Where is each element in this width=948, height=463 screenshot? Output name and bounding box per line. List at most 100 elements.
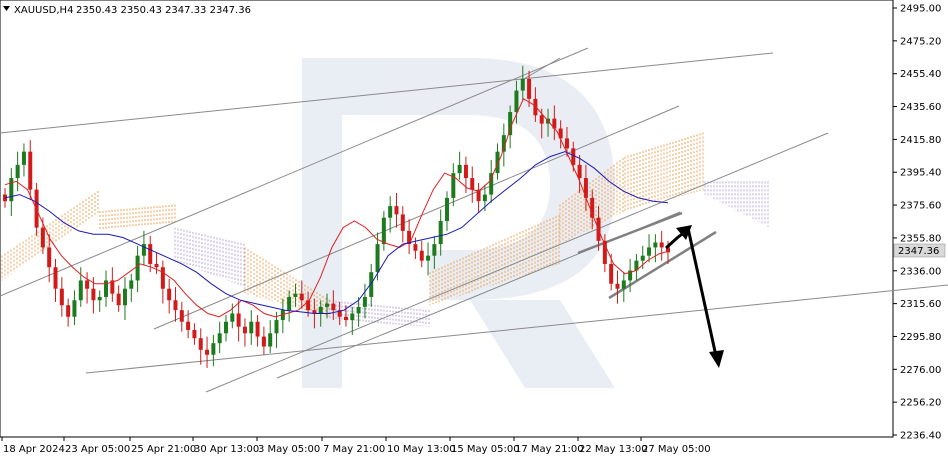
candle-body: [583, 178, 588, 198]
y-tick-label: 2355.80: [900, 233, 941, 244]
candle-body: [609, 263, 614, 284]
candle-body: [325, 303, 330, 307]
candle-body: [205, 349, 210, 355]
y-tick-label: 2475.20: [900, 36, 941, 47]
ichimoku-cloud: [1, 132, 769, 327]
candle-body: [539, 115, 544, 124]
ohlc-label: 2350.43 2350.43 2347.33 2347.36: [76, 5, 251, 16]
candle-body: [451, 173, 456, 198]
x-tick-label: 3 May 05:00: [258, 444, 320, 455]
candle-body: [476, 189, 481, 202]
trend-line: [521, 57, 561, 81]
candle-body: [236, 313, 241, 327]
candle-body: [242, 326, 247, 334]
x-tick-label: 18 Apr 2024: [3, 444, 65, 455]
y-tick-label: 2415.80: [900, 135, 941, 146]
candle-body: [659, 242, 664, 248]
candle-body: [407, 230, 412, 245]
dropdown-triangle-icon[interactable]: [3, 6, 10, 11]
candle-body: [198, 338, 203, 350]
candle-body: [343, 316, 348, 321]
candle-body: [375, 244, 380, 273]
candle-body: [533, 98, 538, 116]
candle-body: [116, 293, 121, 306]
candle-body: [21, 151, 26, 165]
candle-body: [413, 244, 418, 251]
candle-body: [59, 288, 64, 306]
symbol-label: XAUUSD,H4: [14, 5, 73, 16]
watermark-logo: [302, 58, 615, 388]
current-price-label: 2347.36: [898, 246, 939, 257]
candle-body: [564, 138, 569, 149]
candle-body: [122, 288, 127, 306]
x-tick-label: 17 May 21:00: [515, 444, 584, 455]
candle-body: [394, 206, 399, 215]
candle-body: [173, 300, 178, 311]
candle-body: [432, 244, 437, 256]
trend-line: [153, 105, 680, 330]
candle-body: [72, 300, 77, 317]
forecast-arrows: [664, 225, 724, 368]
candle-body: [419, 250, 424, 261]
channel-upper-line: [577, 211, 683, 255]
candle-body: [647, 247, 652, 256]
x-tick-label: 10 May 13:00: [387, 444, 456, 455]
candle-body: [615, 283, 620, 289]
candle-body: [501, 135, 506, 152]
y-tick-label: 2336.00: [900, 266, 941, 277]
forecast-down-arrow: [686, 227, 718, 357]
candle-body: [97, 296, 102, 301]
candle-body: [299, 293, 304, 301]
candle-body: [293, 293, 298, 297]
candle-body: [104, 280, 109, 297]
x-tick-label: 30 Apr 13:00: [194, 444, 259, 455]
candles: [3, 65, 670, 368]
candle-body: [15, 164, 20, 179]
candle-body: [489, 173, 494, 195]
forecast-down-arrowhead: [709, 350, 724, 368]
candle-body: [514, 90, 519, 113]
candle-body: [306, 300, 311, 311]
channel-lower-line: [608, 230, 717, 300]
y-axis: 2495.00 2475.20 2455.40 2435.60 2415.80 2395.…: [893, 4, 941, 442]
candle-body: [331, 303, 336, 311]
candle-body: [350, 313, 355, 321]
candle-body: [482, 194, 487, 202]
candle-body: [160, 267, 165, 289]
candle-body: [571, 148, 576, 165]
y-tick-label: 2276.00: [900, 365, 941, 376]
candle-body: [287, 296, 292, 311]
candle-body: [602, 240, 607, 264]
y-tick-label: 2495.00: [900, 4, 941, 15]
current-price-tag: 2347.36: [893, 243, 946, 258]
tenkan-line: [4, 98, 671, 318]
candle-body: [154, 263, 159, 268]
candle-body: [110, 280, 115, 294]
candle-body: [558, 128, 563, 139]
x-tick-label: 22 May 13:00: [579, 444, 648, 455]
candle-body: [640, 255, 645, 261]
x-tick-label: 7 May 21:00: [323, 444, 385, 455]
candle-body: [457, 164, 462, 174]
candle-body: [388, 206, 393, 218]
candle-body: [634, 260, 639, 271]
candle-body: [520, 79, 525, 91]
header: XAUUSD,H4 2350.43 2350.43 2347.33 2347.3…: [3, 5, 251, 16]
candle-body: [47, 247, 52, 268]
candle-body: [552, 118, 557, 129]
candle-body: [28, 151, 33, 190]
candle-body: [249, 321, 254, 334]
candle-body: [255, 321, 260, 337]
candle-body: [426, 255, 431, 261]
candle-body: [653, 242, 658, 248]
candle-body: [666, 247, 670, 253]
candle-body: [186, 321, 191, 330]
candle-body: [53, 267, 58, 289]
candle-body: [508, 112, 513, 136]
candle-body: [141, 244, 146, 256]
trend-line: [85, 284, 948, 374]
candle-body: [527, 79, 532, 99]
